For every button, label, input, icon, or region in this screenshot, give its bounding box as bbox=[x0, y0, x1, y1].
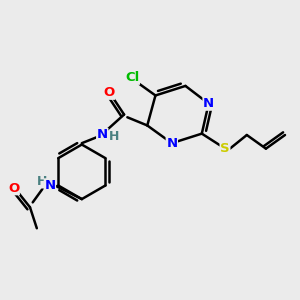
Text: N: N bbox=[97, 128, 108, 142]
Text: N: N bbox=[166, 137, 177, 150]
Text: H: H bbox=[110, 130, 120, 143]
Text: O: O bbox=[8, 182, 19, 195]
Text: Cl: Cl bbox=[125, 71, 140, 84]
Text: H: H bbox=[37, 175, 47, 188]
Text: N: N bbox=[44, 179, 56, 192]
Text: N: N bbox=[203, 97, 214, 110]
Text: O: O bbox=[103, 86, 115, 99]
Text: S: S bbox=[220, 142, 230, 155]
